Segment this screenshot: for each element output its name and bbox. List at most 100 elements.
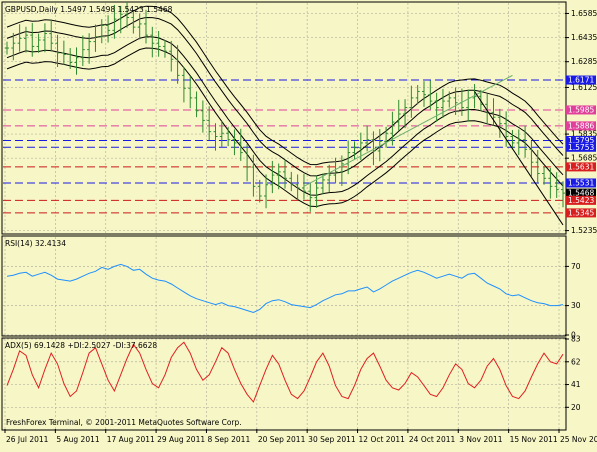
price-bar (61, 40, 66, 65)
band-line-0 (6, 5, 564, 166)
price-bar (30, 22, 35, 57)
price-bar (55, 34, 60, 68)
adx-tick-label: 62 (571, 357, 581, 366)
level-badge: 1.5753 (566, 142, 596, 152)
price-bar (333, 157, 338, 184)
price-panel (1, 1, 567, 235)
level-badge: 1.5795 (566, 136, 596, 146)
price-bar (245, 144, 250, 182)
price-bar (251, 154, 256, 197)
price-bar (365, 125, 370, 152)
svg-text:1.5468: 1.5468 (568, 189, 594, 198)
price-bar (11, 32, 16, 61)
level-badge: 1.5985 (566, 105, 596, 115)
price-bar (491, 98, 496, 126)
price-bar (232, 129, 237, 156)
price-bar (535, 150, 540, 184)
copyright-text: FreshForex Terminal, © 2001-2011 MetaQuo… (6, 418, 242, 427)
price-bar (523, 125, 528, 158)
price-bar (175, 45, 180, 84)
level-badge: 1.5345 (566, 208, 596, 218)
price-bar (23, 26, 28, 53)
price-bar (504, 111, 509, 147)
price-bar (447, 91, 452, 108)
svg-text:1.5753: 1.5753 (568, 143, 594, 152)
svg-text:1.5345: 1.5345 (568, 208, 594, 217)
price-bar (188, 76, 193, 109)
price-tick-label: 1.5835 (571, 130, 597, 139)
price-bar (339, 155, 344, 187)
price-bar (327, 164, 332, 193)
price-bar (93, 24, 98, 52)
price-bar (390, 111, 395, 146)
adx-tick-label: 41 (571, 380, 581, 389)
band-line-1 (6, 47, 564, 208)
price-bar (36, 33, 41, 53)
price-bar (440, 88, 445, 118)
price-tick-label: 1.5685 (571, 154, 597, 163)
svg-text:1.5423: 1.5423 (568, 196, 594, 205)
date-tick-label: 8 Sep 2011 (207, 435, 250, 444)
date-tick-label: 29 Aug 2011 (157, 435, 205, 444)
price-bar (213, 123, 218, 151)
rsi-grid (3, 237, 565, 336)
price-bar (384, 126, 389, 148)
price-bar (308, 182, 313, 212)
price-bar (194, 91, 199, 118)
date-tick-label: 17 Aug 2011 (107, 435, 155, 444)
downtrend-line (474, 91, 564, 226)
adx-line (6, 341, 564, 403)
price-bar (156, 30, 161, 57)
price-bar (162, 39, 167, 58)
price-bar (396, 99, 401, 131)
price-bar (238, 128, 243, 161)
price-bar (295, 174, 300, 201)
price-bar (358, 132, 363, 160)
rsi-tick-label: 70 (571, 262, 581, 271)
date-tick-label: 15 Nov 2011 (510, 435, 558, 444)
price-bar (301, 173, 306, 200)
date-tick-label: 26 Jul 2011 (6, 435, 49, 444)
price-bar (112, 4, 117, 39)
price-bar (371, 131, 376, 166)
rsi-header: RSI(14) 32.4134 (5, 239, 66, 248)
price-tick-label: 1.5235 (571, 226, 597, 235)
level-badge: 1.5468 (566, 188, 596, 198)
price-tick-label: 1.6585 (571, 9, 597, 18)
price-bar (283, 159, 287, 189)
price-bar (226, 126, 231, 147)
price-bar (510, 130, 515, 150)
level-badge: 1.5423 (566, 195, 596, 205)
adx-grid (3, 338, 565, 429)
level-badge: 1.6171 (566, 75, 596, 85)
adx-panel (1, 337, 567, 431)
price-bar (80, 35, 85, 67)
price-bar (453, 87, 458, 115)
price-bar (118, 5, 123, 34)
adx-tick-label: 83 (571, 335, 581, 344)
symbol-header: GBPUSD,Daily 1.5497 1.5498 1.5423 1.5468 (5, 5, 173, 14)
price-bar (150, 26, 155, 58)
price-tick-label: 1.6125 (571, 83, 597, 92)
date-tick-label: 5 Aug 2011 (56, 435, 99, 444)
date-tick-label: 12 Oct 2011 (359, 435, 406, 444)
price-bar (409, 85, 414, 118)
price-bar (428, 80, 433, 110)
price-bars (5, 2, 565, 212)
rsi-series (6, 263, 564, 314)
price-bar (403, 99, 408, 129)
price-bar (106, 15, 111, 43)
adx-axis: 83 62 41 20 (565, 335, 581, 412)
price-bar (554, 172, 559, 198)
price-bar (219, 121, 224, 147)
price-bar (422, 81, 426, 107)
price-bar (542, 167, 547, 185)
date-tick-label: 30 Sep 2011 (308, 435, 356, 444)
price-bar (257, 179, 262, 203)
date-tick-label: 24 Oct 2011 (409, 435, 456, 444)
price-bar (200, 100, 205, 133)
